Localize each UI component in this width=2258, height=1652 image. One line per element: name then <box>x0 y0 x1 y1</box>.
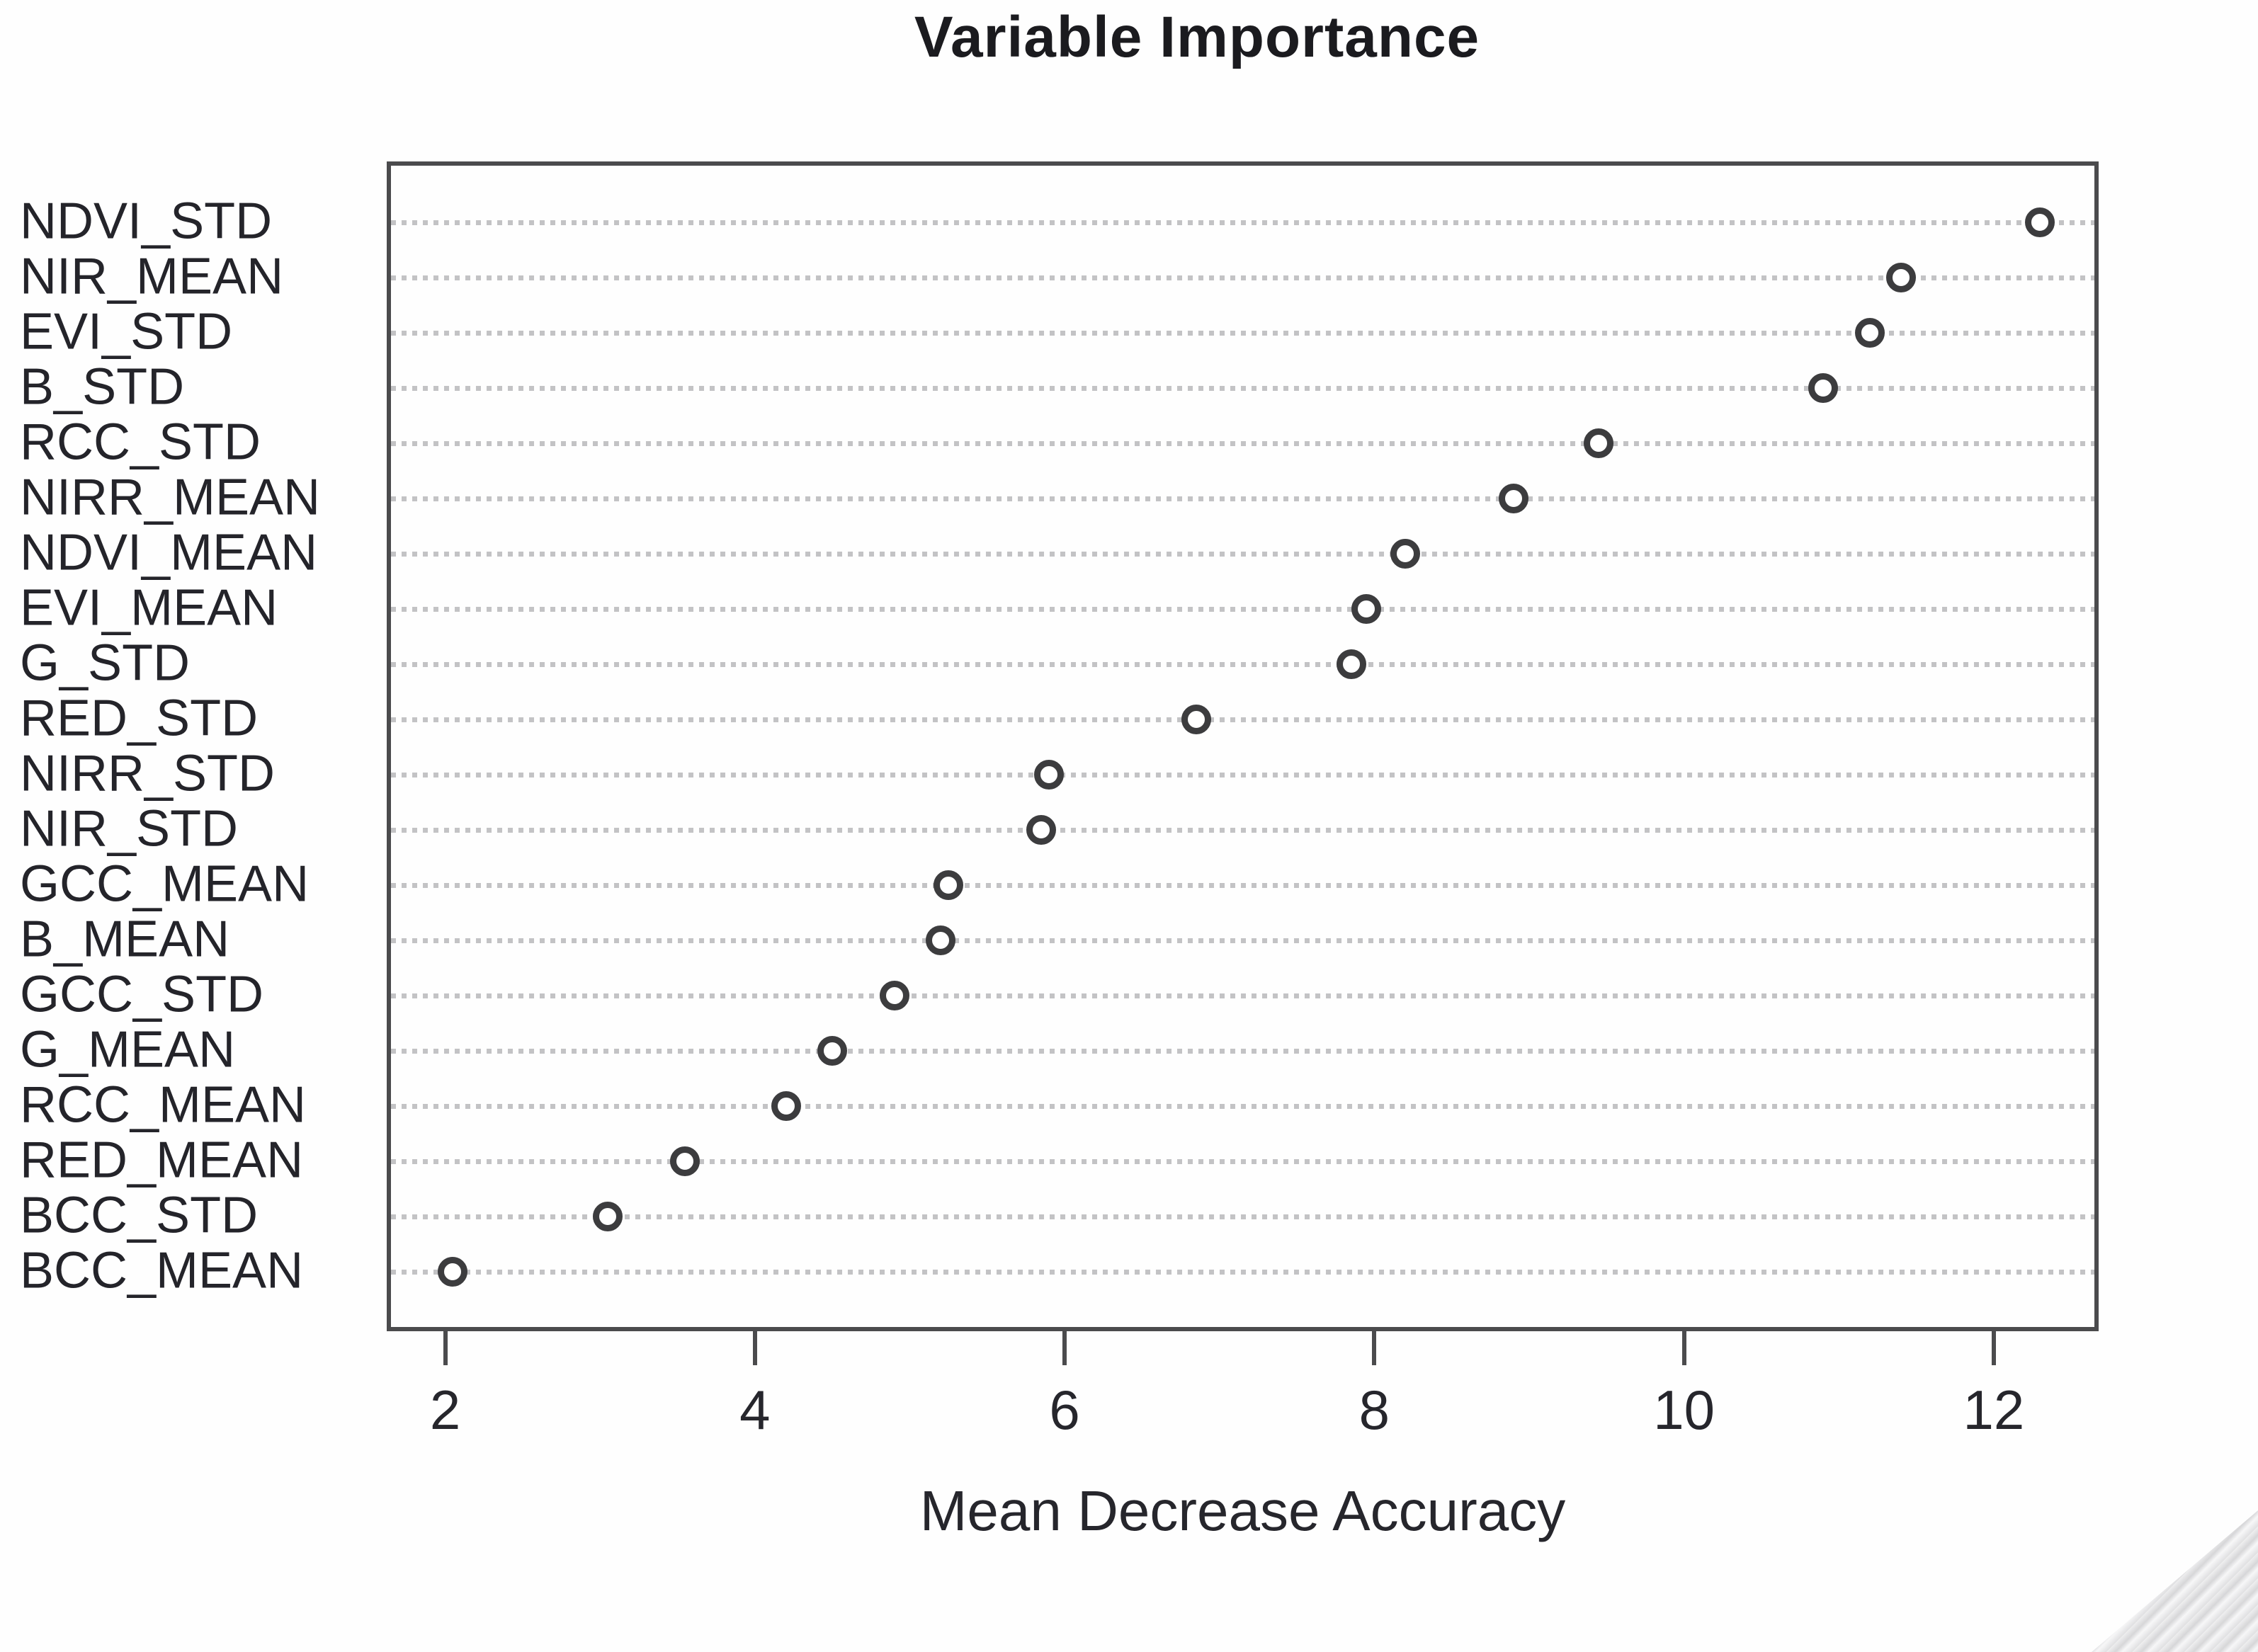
x-tick <box>1991 1331 1996 1365</box>
grid-line <box>391 662 2094 667</box>
y-axis-label: G_MEAN <box>20 1021 236 1078</box>
x-tick-label: 6 <box>1049 1379 1080 1441</box>
y-axis-label: RCC_STD <box>20 414 261 471</box>
data-point-RCC_MEAN <box>771 1091 801 1121</box>
data-point-NDVI_MEAN <box>1390 539 1421 569</box>
data-point-NIR_MEAN <box>1885 263 1916 292</box>
data-point-RED_STD <box>1181 705 1211 734</box>
grid-line <box>391 1104 2094 1109</box>
data-point-NIRR_STD <box>1034 760 1065 790</box>
x-tick <box>1062 1331 1067 1365</box>
grid-line <box>391 1049 2094 1054</box>
y-axis-label: RED_MEAN <box>20 1132 304 1189</box>
data-point-GCC_MEAN <box>934 870 964 900</box>
grid-line <box>391 828 2094 833</box>
data-point-EVI_STD <box>1854 318 1885 348</box>
y-axis-label: BCC_STD <box>20 1187 259 1244</box>
x-tick <box>443 1331 448 1365</box>
data-point-EVI_MEAN <box>1351 594 1382 624</box>
y-axis-label: NDVI_MEAN <box>20 524 318 581</box>
data-point-B_STD <box>1808 373 1839 403</box>
x-tick-label: 2 <box>429 1379 461 1441</box>
data-point-RCC_STD <box>1584 428 1614 458</box>
data-point-B_MEAN <box>926 925 956 955</box>
corner-decoration-triangle <box>2092 1510 2258 1652</box>
y-axis-label: NDVI_STD <box>20 193 273 250</box>
y-axis-label: B_MEAN <box>20 911 230 968</box>
grid-line <box>391 386 2094 391</box>
grid-line <box>391 883 2094 888</box>
x-tick-label: 10 <box>1653 1379 1715 1441</box>
chart-title: Variable Importance <box>914 5 1480 69</box>
data-point-GCC_STD <box>879 981 909 1010</box>
data-point-NDVI_STD <box>2025 207 2055 237</box>
x-tick-label: 12 <box>1963 1379 2025 1441</box>
grid-line <box>391 220 2094 225</box>
y-axis-label: RED_STD <box>20 690 259 747</box>
data-point-BCC_MEAN <box>438 1257 468 1287</box>
y-axis-label: GCC_MEAN <box>20 855 310 913</box>
grid-line <box>391 1214 2094 1219</box>
x-tick <box>1681 1331 1686 1365</box>
y-axis-label: GCC_STD <box>20 966 264 1023</box>
y-axis-label: NIR_MEAN <box>20 248 284 305</box>
grid-line <box>391 275 2094 280</box>
y-axis-label: NIRR_STD <box>20 745 276 802</box>
grid-line <box>391 993 2094 998</box>
grid-line <box>391 496 2094 501</box>
y-axis-label: G_STD <box>20 634 191 692</box>
grid-line <box>391 331 2094 336</box>
grid-line <box>391 1159 2094 1164</box>
data-point-RED_MEAN <box>670 1146 700 1176</box>
y-axis-label: BCC_MEAN <box>20 1242 304 1299</box>
y-axis-label: NIRR_MEAN <box>20 469 321 526</box>
data-point-NIRR_MEAN <box>1499 484 1529 513</box>
grid-line <box>391 773 2094 777</box>
data-point-BCC_STD <box>593 1202 623 1231</box>
x-tick-label: 8 <box>1358 1379 1390 1441</box>
data-point-NIR_STD <box>1026 815 1057 845</box>
grid-line <box>391 552 2094 557</box>
grid-line <box>391 717 2094 722</box>
grid-line <box>391 938 2094 943</box>
plot-area <box>387 161 2099 1331</box>
data-point-G_STD <box>1336 649 1366 679</box>
data-point-G_MEAN <box>817 1036 848 1066</box>
y-axis-label: EVI_MEAN <box>20 579 278 637</box>
grid-line <box>391 441 2094 446</box>
x-tick <box>752 1331 757 1365</box>
y-axis-label: EVI_STD <box>20 303 233 360</box>
y-axis-label: RCC_MEAN <box>20 1076 307 1134</box>
y-axis-label: B_STD <box>20 358 185 416</box>
y-axis-label: NIR_STD <box>20 800 239 858</box>
grid-line <box>391 607 2094 612</box>
x-tick-label: 4 <box>739 1379 771 1441</box>
x-tick <box>1372 1331 1377 1365</box>
x-axis-title: Mean Decrease Accuracy <box>919 1479 1566 1542</box>
grid-line <box>391 1270 2094 1275</box>
